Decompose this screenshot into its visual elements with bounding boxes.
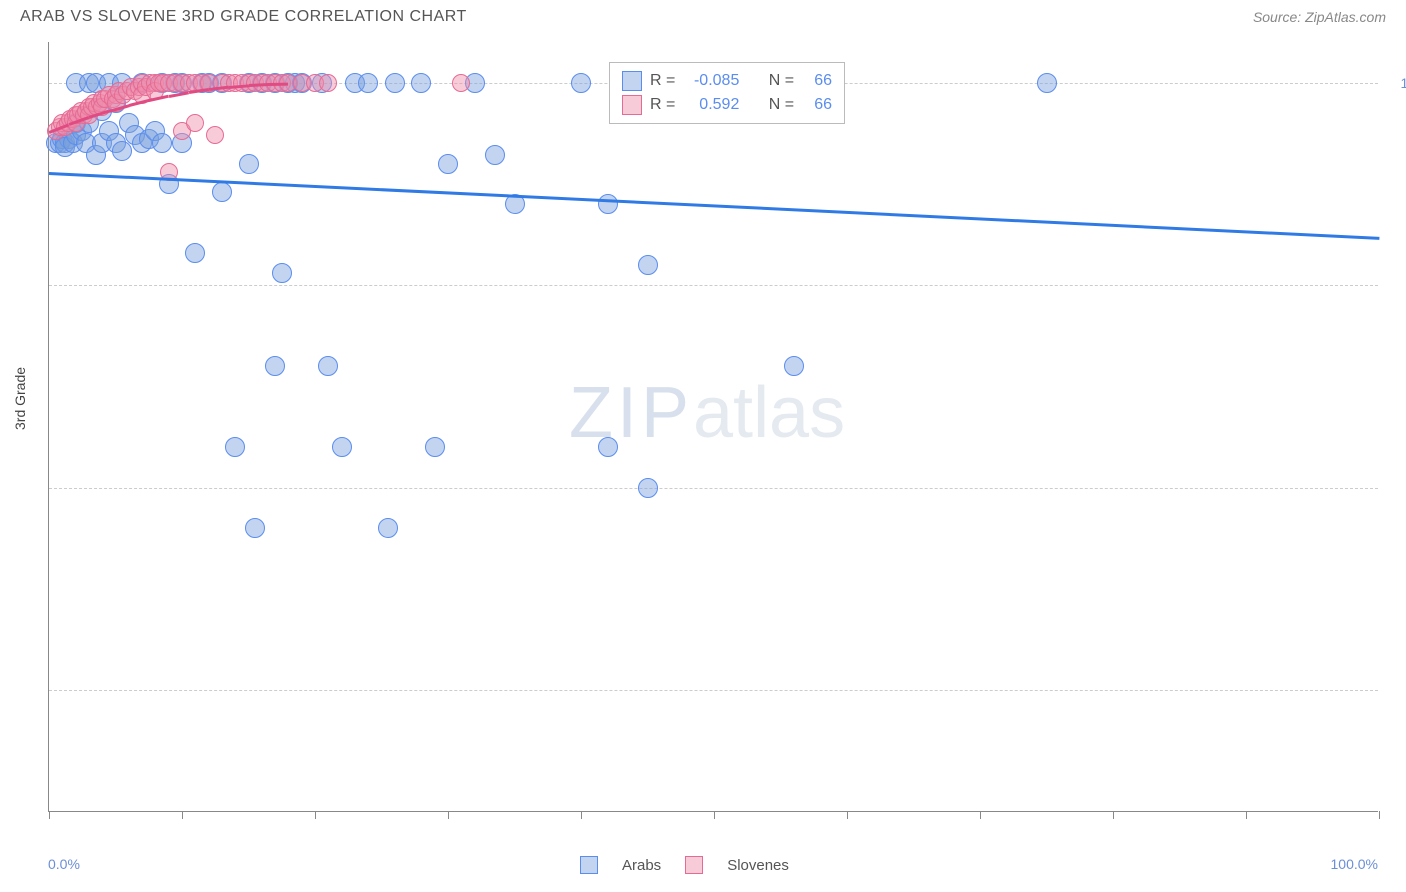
data-point xyxy=(332,437,352,457)
legend-n-value: 66 xyxy=(802,72,832,90)
data-point xyxy=(225,437,245,457)
legend-swatch xyxy=(622,95,642,115)
data-point xyxy=(452,74,470,92)
legend-series-label: Arabs xyxy=(622,857,661,874)
data-point xyxy=(272,263,292,283)
data-point xyxy=(319,74,337,92)
data-point xyxy=(638,478,658,498)
data-point xyxy=(425,437,445,457)
x-tick xyxy=(714,811,715,819)
y-axis-title: 3rd Grade xyxy=(12,367,28,430)
data-point xyxy=(358,73,378,93)
x-tick xyxy=(49,811,50,819)
x-tick xyxy=(581,811,582,819)
trend-line xyxy=(268,83,288,86)
y-tick-label: 90.0% xyxy=(1388,480,1406,496)
legend-n-label: N = xyxy=(769,96,794,114)
watermark-light: atlas xyxy=(693,373,845,453)
correlation-legend: R = -0.085 N = 66 R = 0.592 N = 66 xyxy=(609,62,845,124)
data-point xyxy=(598,194,618,214)
data-point xyxy=(185,243,205,263)
data-point xyxy=(206,126,224,144)
legend-row: R = -0.085 N = 66 xyxy=(622,69,832,93)
gridline xyxy=(49,690,1378,691)
x-tick xyxy=(182,811,183,819)
legend-r-label: R = xyxy=(650,96,675,114)
x-tick xyxy=(980,811,981,819)
x-axis-max-label: 100.0% xyxy=(1331,856,1378,872)
data-point xyxy=(385,73,405,93)
data-point xyxy=(485,145,505,165)
data-point xyxy=(378,518,398,538)
legend-swatch xyxy=(622,71,642,91)
chart-plot-area: ZIPatlas 85.0%90.0%95.0%100.0%R =-0.085 … xyxy=(48,42,1378,812)
legend-n-value: 66 xyxy=(802,96,832,114)
y-tick-label: 85.0% xyxy=(1388,682,1406,698)
legend-r-label: R = xyxy=(650,72,675,90)
data-point xyxy=(598,437,618,457)
legend-swatch xyxy=(685,856,703,874)
data-point xyxy=(186,114,204,132)
legend-swatch xyxy=(580,856,598,874)
data-point xyxy=(1037,73,1057,93)
data-point xyxy=(239,154,259,174)
data-point xyxy=(571,73,591,93)
data-point xyxy=(245,518,265,538)
legend-r-value: 0.592 xyxy=(683,96,739,114)
legend-row: R = 0.592 N = 66 xyxy=(622,93,832,117)
x-tick xyxy=(448,811,449,819)
trend-line xyxy=(49,172,1379,239)
legend-n-label: N = xyxy=(769,72,794,90)
data-point xyxy=(152,133,172,153)
x-axis-min-label: 0.0% xyxy=(48,856,80,872)
data-point xyxy=(638,255,658,275)
chart-title: ARAB VS SLOVENE 3RD GRADE CORRELATION CH… xyxy=(20,8,467,26)
bottom-legend: Arabs Slovenes xyxy=(580,856,789,874)
data-point xyxy=(784,356,804,376)
source-label: Source: ZipAtlas.com xyxy=(1253,9,1386,25)
x-tick xyxy=(1246,811,1247,819)
data-point xyxy=(265,356,285,376)
x-tick xyxy=(1379,811,1380,819)
gridline xyxy=(49,285,1378,286)
x-tick xyxy=(1113,811,1114,819)
legend-series-label: Slovenes xyxy=(727,857,789,874)
data-point xyxy=(112,141,132,161)
legend-r-value: -0.085 xyxy=(683,72,739,90)
x-tick xyxy=(315,811,316,819)
y-tick-label: 95.0% xyxy=(1388,277,1406,293)
y-tick-label: 100.0% xyxy=(1388,75,1406,91)
data-point xyxy=(438,154,458,174)
data-point xyxy=(411,73,431,93)
x-tick xyxy=(847,811,848,819)
gridline xyxy=(49,488,1378,489)
watermark-bold: ZIP xyxy=(569,373,693,453)
data-point xyxy=(318,356,338,376)
data-point xyxy=(212,182,232,202)
